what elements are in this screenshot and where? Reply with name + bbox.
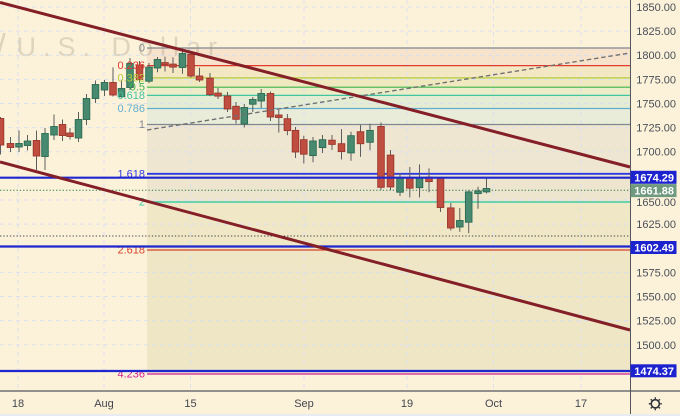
svg-text:1850.00: 1850.00	[636, 2, 676, 14]
svg-text:15: 15	[184, 398, 196, 410]
svg-text:1575.00: 1575.00	[636, 267, 676, 279]
svg-text:1800.00: 1800.00	[636, 50, 676, 62]
svg-text:0: 0	[139, 43, 145, 55]
svg-text:1525.00: 1525.00	[636, 316, 676, 328]
svg-text:0.618: 0.618	[117, 90, 145, 102]
svg-text:0.382: 0.382	[117, 72, 145, 84]
svg-text:1625.00: 1625.00	[636, 219, 676, 231]
svg-text:17: 17	[575, 398, 587, 410]
svg-text:Oct: Oct	[485, 398, 502, 410]
svg-text:1474.37: 1474.37	[634, 366, 674, 378]
svg-text:1674.29: 1674.29	[634, 172, 674, 184]
svg-text:1661.88: 1661.88	[634, 186, 674, 198]
svg-text:1750.00: 1750.00	[636, 99, 676, 111]
svg-text:18: 18	[12, 398, 24, 410]
svg-text:1: 1	[139, 119, 145, 131]
svg-text:1550.00: 1550.00	[636, 292, 676, 304]
svg-text:0.236: 0.236	[117, 60, 145, 72]
svg-text:1650.00: 1650.00	[636, 197, 676, 209]
svg-text:Aug: Aug	[94, 398, 114, 410]
svg-text:2: 2	[139, 197, 145, 209]
svg-text:1775.00: 1775.00	[636, 74, 676, 86]
svg-text:1825.00: 1825.00	[636, 26, 676, 38]
svg-text:19: 19	[401, 398, 413, 410]
svg-text:0.786: 0.786	[117, 103, 145, 115]
svg-text:1500.00: 1500.00	[636, 340, 676, 352]
svg-text:1602.49: 1602.49	[634, 243, 674, 255]
svg-text:1700.00: 1700.00	[636, 147, 676, 159]
svg-text:0.5: 0.5	[130, 82, 145, 94]
svg-text:1725.00: 1725.00	[636, 123, 676, 135]
svg-text:Sep: Sep	[294, 398, 314, 410]
